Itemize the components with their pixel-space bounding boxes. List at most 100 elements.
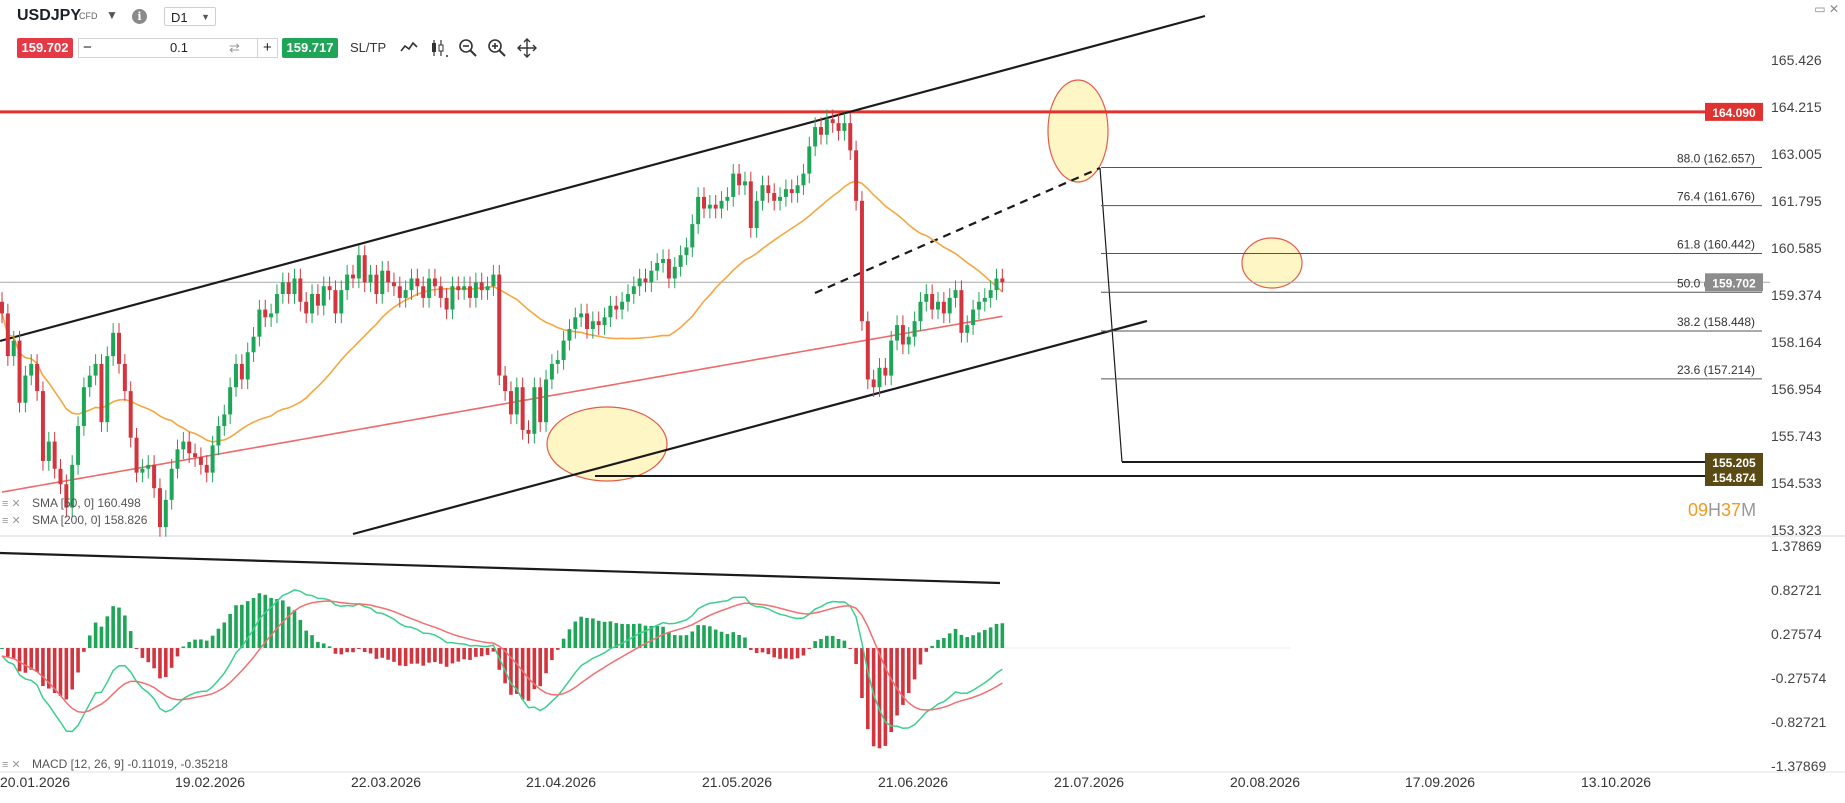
macd-histogram-bar xyxy=(11,648,16,659)
macd-histogram-bar xyxy=(245,601,250,649)
candle-body xyxy=(140,468,145,473)
candle xyxy=(274,284,279,324)
time-tick-label: 21.05.2026 xyxy=(702,774,772,790)
swap-icon[interactable]: ⇄ xyxy=(229,40,240,55)
sl-tp-button[interactable]: SL/TP xyxy=(350,40,387,55)
candle-body xyxy=(81,387,86,427)
candle-body xyxy=(813,127,818,147)
candle-body xyxy=(912,321,917,337)
macd-histogram-bar xyxy=(889,648,893,733)
macd-histogram-bar xyxy=(526,648,531,701)
time-tick-label: 13.10.2026 xyxy=(1581,774,1651,790)
candle xyxy=(830,109,835,133)
price-tick-label: 163.005 xyxy=(1771,146,1822,162)
macd-histogram-bar xyxy=(193,639,197,649)
macd-histogram-bar xyxy=(433,648,437,663)
macd-histogram-bar xyxy=(983,630,987,649)
candle-body xyxy=(146,464,151,469)
candle xyxy=(941,292,946,324)
candle-body xyxy=(590,321,595,329)
macd-histogram-bar xyxy=(784,648,788,659)
move-icon[interactable] xyxy=(516,37,538,59)
level-badge-2-bg xyxy=(1705,468,1763,486)
level-badge-1-text: 155.205 xyxy=(1712,456,1756,470)
sma-50-line xyxy=(1,180,1003,443)
candle xyxy=(356,245,361,289)
candle-body xyxy=(760,185,765,201)
decrease-quantity-button[interactable]: − xyxy=(83,39,92,56)
candle xyxy=(555,350,560,374)
candle-body xyxy=(941,301,946,314)
candle xyxy=(766,175,771,203)
candle xyxy=(140,459,145,483)
macd-histogram-bar xyxy=(772,648,776,658)
candle xyxy=(251,327,256,362)
macd-histogram-bar xyxy=(965,637,970,649)
candle-body xyxy=(976,301,981,310)
candle xyxy=(702,187,706,219)
macd-histogram-bar xyxy=(690,631,695,649)
candle xyxy=(824,109,829,145)
candle-body xyxy=(824,119,829,135)
macd-histogram-bar xyxy=(199,639,203,649)
quantity-input[interactable]: 0.1 xyxy=(169,40,189,55)
macd-histogram-bar xyxy=(134,648,139,650)
time-tick-label: 21.06.2026 xyxy=(878,774,948,790)
macd-histogram-bar xyxy=(930,645,934,649)
symbol-name[interactable]: USDJPY xyxy=(17,7,82,24)
macd-histogram-bar xyxy=(778,648,782,659)
macd-panel xyxy=(0,589,1290,749)
macd-histogram-bar xyxy=(953,628,958,649)
macd-histogram-bar xyxy=(883,648,888,746)
candle xyxy=(725,187,730,211)
macd-histogram-bar xyxy=(286,606,291,649)
macd-histogram-bar xyxy=(105,616,110,649)
candle-body xyxy=(555,360,560,364)
quantity-stepper[interactable]: − 0.1 ⇄ + xyxy=(78,38,278,58)
info-icon[interactable]: i xyxy=(132,9,147,24)
macd-histogram-bar xyxy=(228,613,232,649)
candle xyxy=(432,268,437,296)
macd-histogram-bar xyxy=(842,640,847,649)
macd-histogram-bar xyxy=(485,648,490,655)
macd-histogram-bar xyxy=(520,648,525,700)
macd-histogram-bar xyxy=(380,648,385,658)
candle-body xyxy=(263,309,268,318)
candle-body xyxy=(345,274,350,291)
candle xyxy=(637,268,642,296)
candle-body xyxy=(5,313,10,357)
buy-price-button[interactable]: 159.717 xyxy=(282,38,338,58)
candle xyxy=(128,381,133,448)
macd-histogram-bar xyxy=(82,648,86,652)
timeframe-select[interactable]: D1 ▼ xyxy=(164,7,216,26)
macd-histogram-bar xyxy=(959,634,964,649)
increase-quantity-button[interactable]: + xyxy=(257,39,272,57)
macd-histogram-bar xyxy=(702,625,706,649)
symbol-dropdown-icon[interactable]: ▼ xyxy=(106,8,118,22)
candlestick-icon[interactable] xyxy=(428,37,450,59)
candle-body xyxy=(725,196,730,201)
candle-body xyxy=(947,297,952,314)
macd-histogram-bar xyxy=(169,648,174,668)
candle xyxy=(503,365,508,401)
candle xyxy=(450,276,455,320)
zoom-out-icon[interactable] xyxy=(457,37,479,59)
candle xyxy=(181,431,186,460)
macd-histogram-bar xyxy=(216,628,221,649)
macd-histogram-bar xyxy=(579,616,583,649)
candle xyxy=(93,354,98,386)
sell-price-button[interactable]: 159.702 xyxy=(17,38,73,58)
candle xyxy=(462,276,467,300)
minimize-icon[interactable]: ▭ xyxy=(1814,2,1826,16)
candle xyxy=(239,354,244,390)
zoom-in-icon[interactable] xyxy=(486,37,508,59)
candle xyxy=(105,346,110,432)
candle xyxy=(152,455,157,498)
candle-body xyxy=(994,278,999,291)
candle xyxy=(456,276,461,300)
line-chart-icon[interactable] xyxy=(398,37,420,59)
candle xyxy=(175,439,180,479)
candle-body xyxy=(924,294,929,302)
close-icon[interactable]: ✕ xyxy=(1828,2,1839,16)
